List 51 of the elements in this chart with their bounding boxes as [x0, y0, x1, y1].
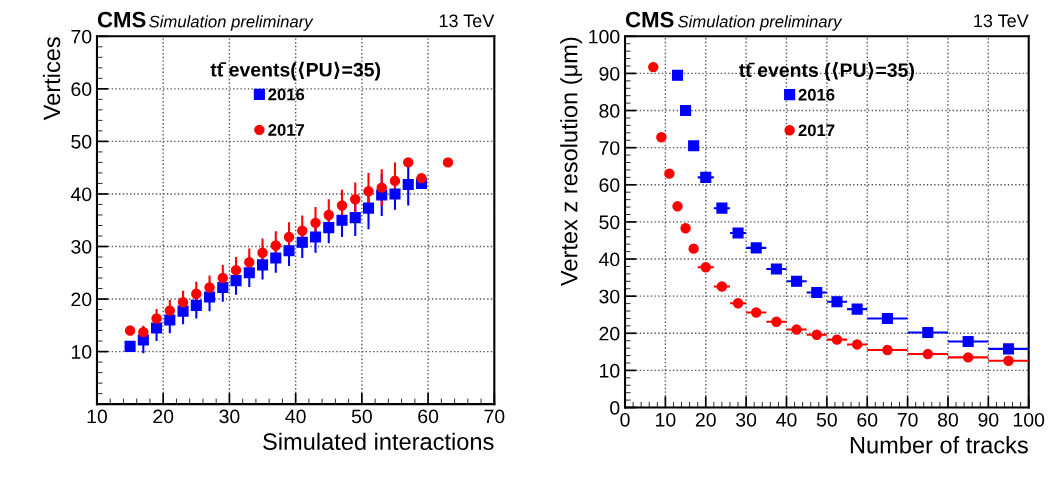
- y-tick-label: 60: [599, 178, 620, 193]
- y-axis-title: Vertices: [42, 37, 61, 121]
- y-tick-label: 80: [599, 104, 620, 118]
- x-tick-label: 40: [285, 409, 306, 424]
- x-tick-label: 100: [1013, 412, 1045, 427]
- x-tick-label: 30: [736, 412, 757, 427]
- x-tick-label: 90: [978, 412, 999, 427]
- y-tick-label: 60: [71, 82, 92, 97]
- y-tick-label: 50: [71, 134, 92, 149]
- x-tick-label: 60: [857, 412, 878, 427]
- x-tick-label: 20: [695, 412, 716, 427]
- x-tick-label: 70: [897, 412, 918, 427]
- legend-label: 2016: [798, 88, 835, 101]
- legend-label: 2017: [798, 124, 835, 137]
- annotation: tt̄ events(⟨PU⟩=35): [210, 61, 381, 81]
- text: CMS: [625, 11, 674, 28]
- x-tick-label: 80: [938, 412, 959, 427]
- x-tick-label: 20: [153, 409, 174, 424]
- y-tick-label: 10: [71, 345, 92, 359]
- y-tick-label: 70: [71, 29, 92, 44]
- x-axis-title: Simulated interactions: [263, 432, 494, 451]
- x-tick-label: 30: [219, 409, 240, 424]
- x-tick-label: 10: [87, 409, 108, 424]
- y-tick-label: 70: [599, 141, 620, 155]
- x-tick-label: 0: [620, 412, 630, 427]
- y-tick-label: 50: [599, 215, 620, 230]
- y-tick-label: 40: [70, 187, 92, 202]
- x-tick-label: 10: [656, 412, 676, 427]
- y-tick-label: 20: [599, 326, 620, 341]
- text: Simulation preliminary: [677, 15, 843, 31]
- y-tick-label: 20: [71, 292, 92, 307]
- y-tick-label: 10: [600, 363, 620, 378]
- legend-label: 2016: [268, 88, 305, 101]
- annotation: tt̄ events (⟨PU⟩=35): [739, 62, 914, 81]
- text: 13 TeV: [974, 14, 1029, 28]
- y-tick-label: 90: [599, 66, 620, 81]
- y-tick-label: 100: [589, 29, 620, 44]
- x-tick-label: 60: [418, 409, 439, 424]
- legend-label: 2017: [268, 124, 305, 136]
- text: Simulation preliminary: [149, 15, 314, 31]
- text: 13 TeV: [439, 14, 495, 28]
- x-tick-label: 50: [351, 409, 372, 424]
- x-axis-title: Number of tracks: [850, 436, 1028, 454]
- y-tick-label: 30: [599, 289, 620, 304]
- x-tick-label: 70: [484, 409, 505, 424]
- x-tick-label: 50: [816, 412, 837, 427]
- text: CMS: [97, 11, 146, 28]
- y-axis-title: Vertex z resolution (μm): [560, 37, 583, 286]
- y-tick-label: 40: [598, 252, 620, 267]
- x-tick-label: 40: [776, 412, 797, 427]
- y-tick-label: 30: [71, 239, 92, 254]
